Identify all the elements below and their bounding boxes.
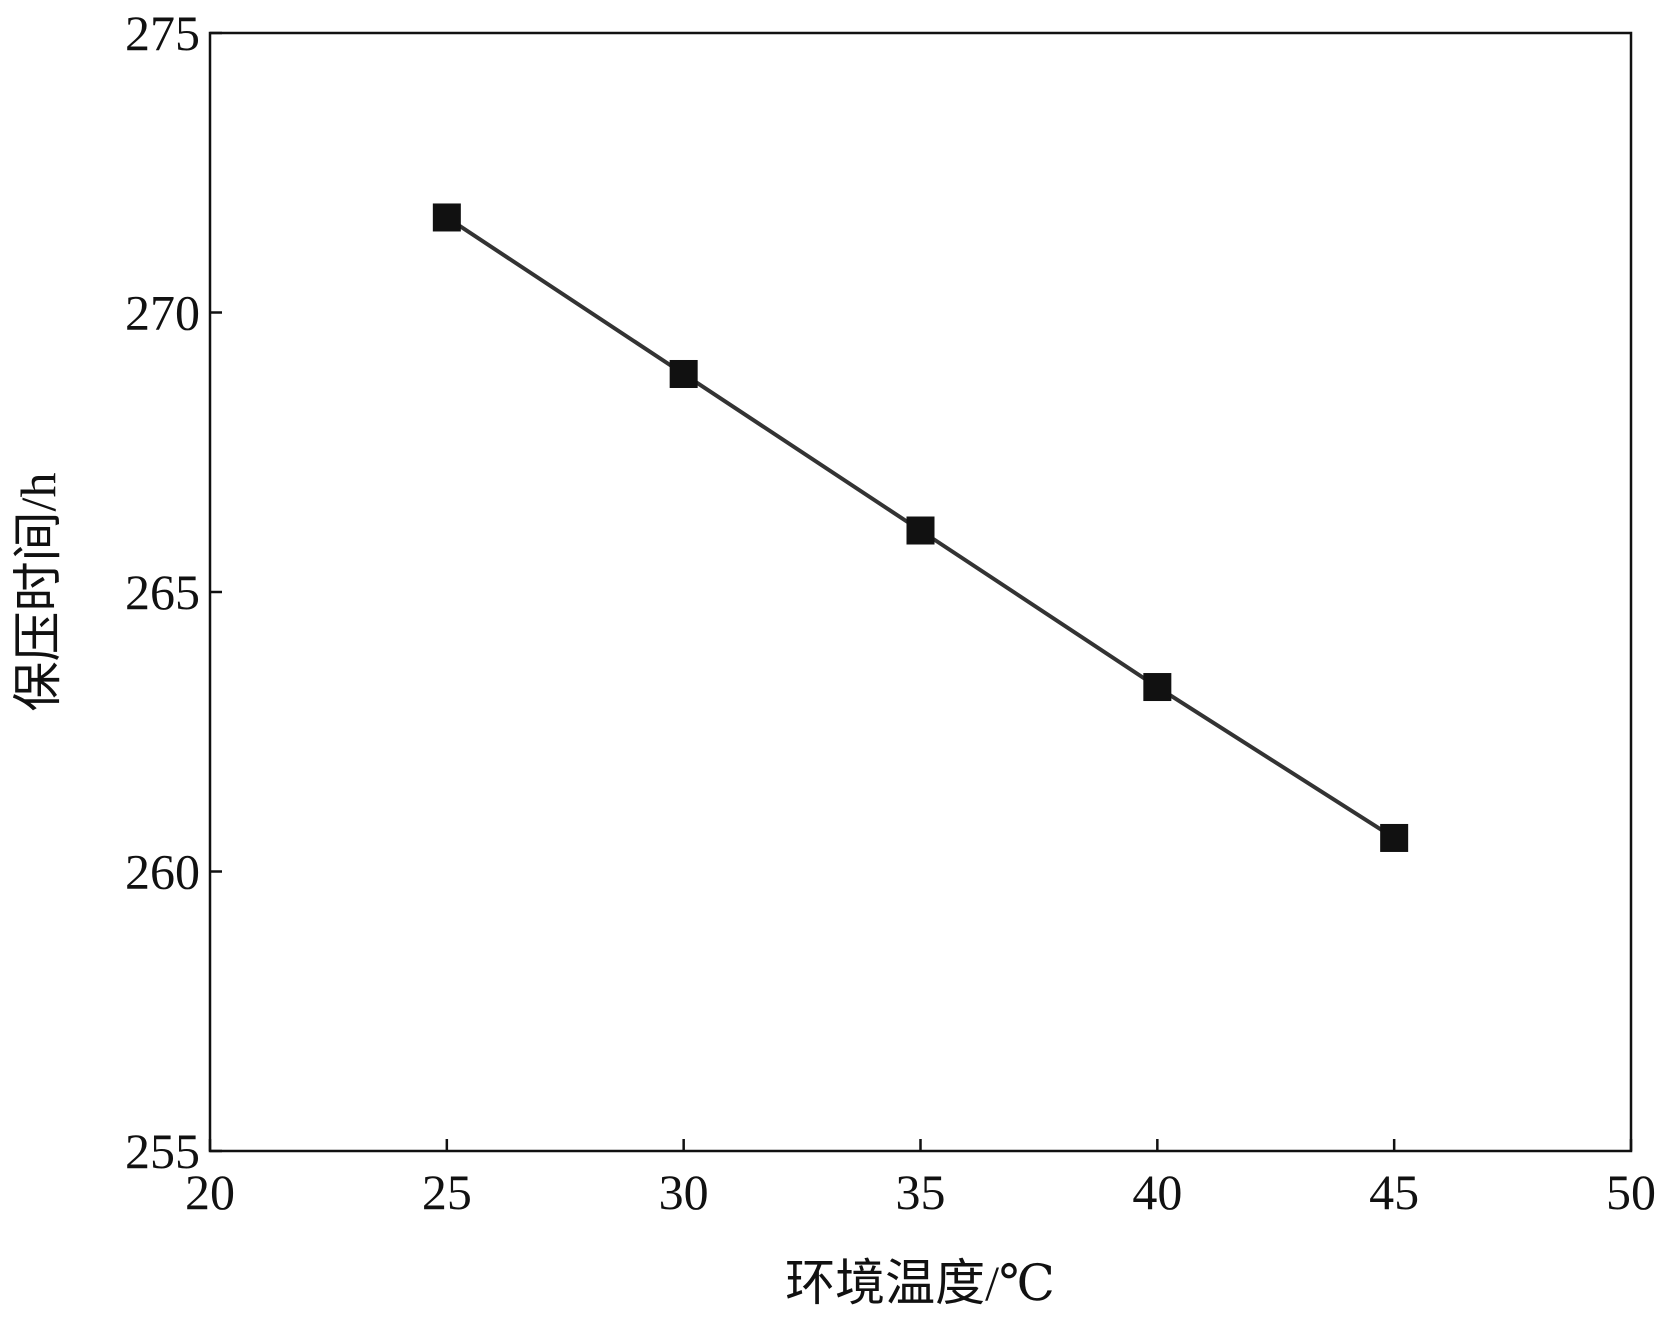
marker [432, 203, 461, 232]
y-tick-label: 275 [125, 5, 200, 61]
y-tick-label: 270 [125, 285, 200, 341]
x-axis-label: 环境温度/℃ [785, 1255, 1055, 1311]
marker [906, 516, 935, 545]
x-tick-label: 50 [1606, 1164, 1656, 1220]
x-tick-label: 45 [1369, 1164, 1419, 1220]
y-tick-label: 260 [125, 844, 200, 900]
plot-frame [208, 31, 1633, 1153]
marker [1380, 823, 1409, 852]
x-tick-label: 40 [1132, 1164, 1182, 1220]
y-tick-label: 265 [125, 564, 200, 620]
x-tick-label: 35 [896, 1164, 946, 1220]
x-tick-label: 30 [659, 1164, 709, 1220]
y-axis-label: 保压时间/h [10, 473, 66, 712]
marker [669, 359, 698, 388]
x-tick-label: 20 [185, 1164, 235, 1220]
x-tick-label: 25 [422, 1164, 472, 1220]
marker [1143, 673, 1172, 702]
y-tick-label: 255 [125, 1123, 200, 1179]
